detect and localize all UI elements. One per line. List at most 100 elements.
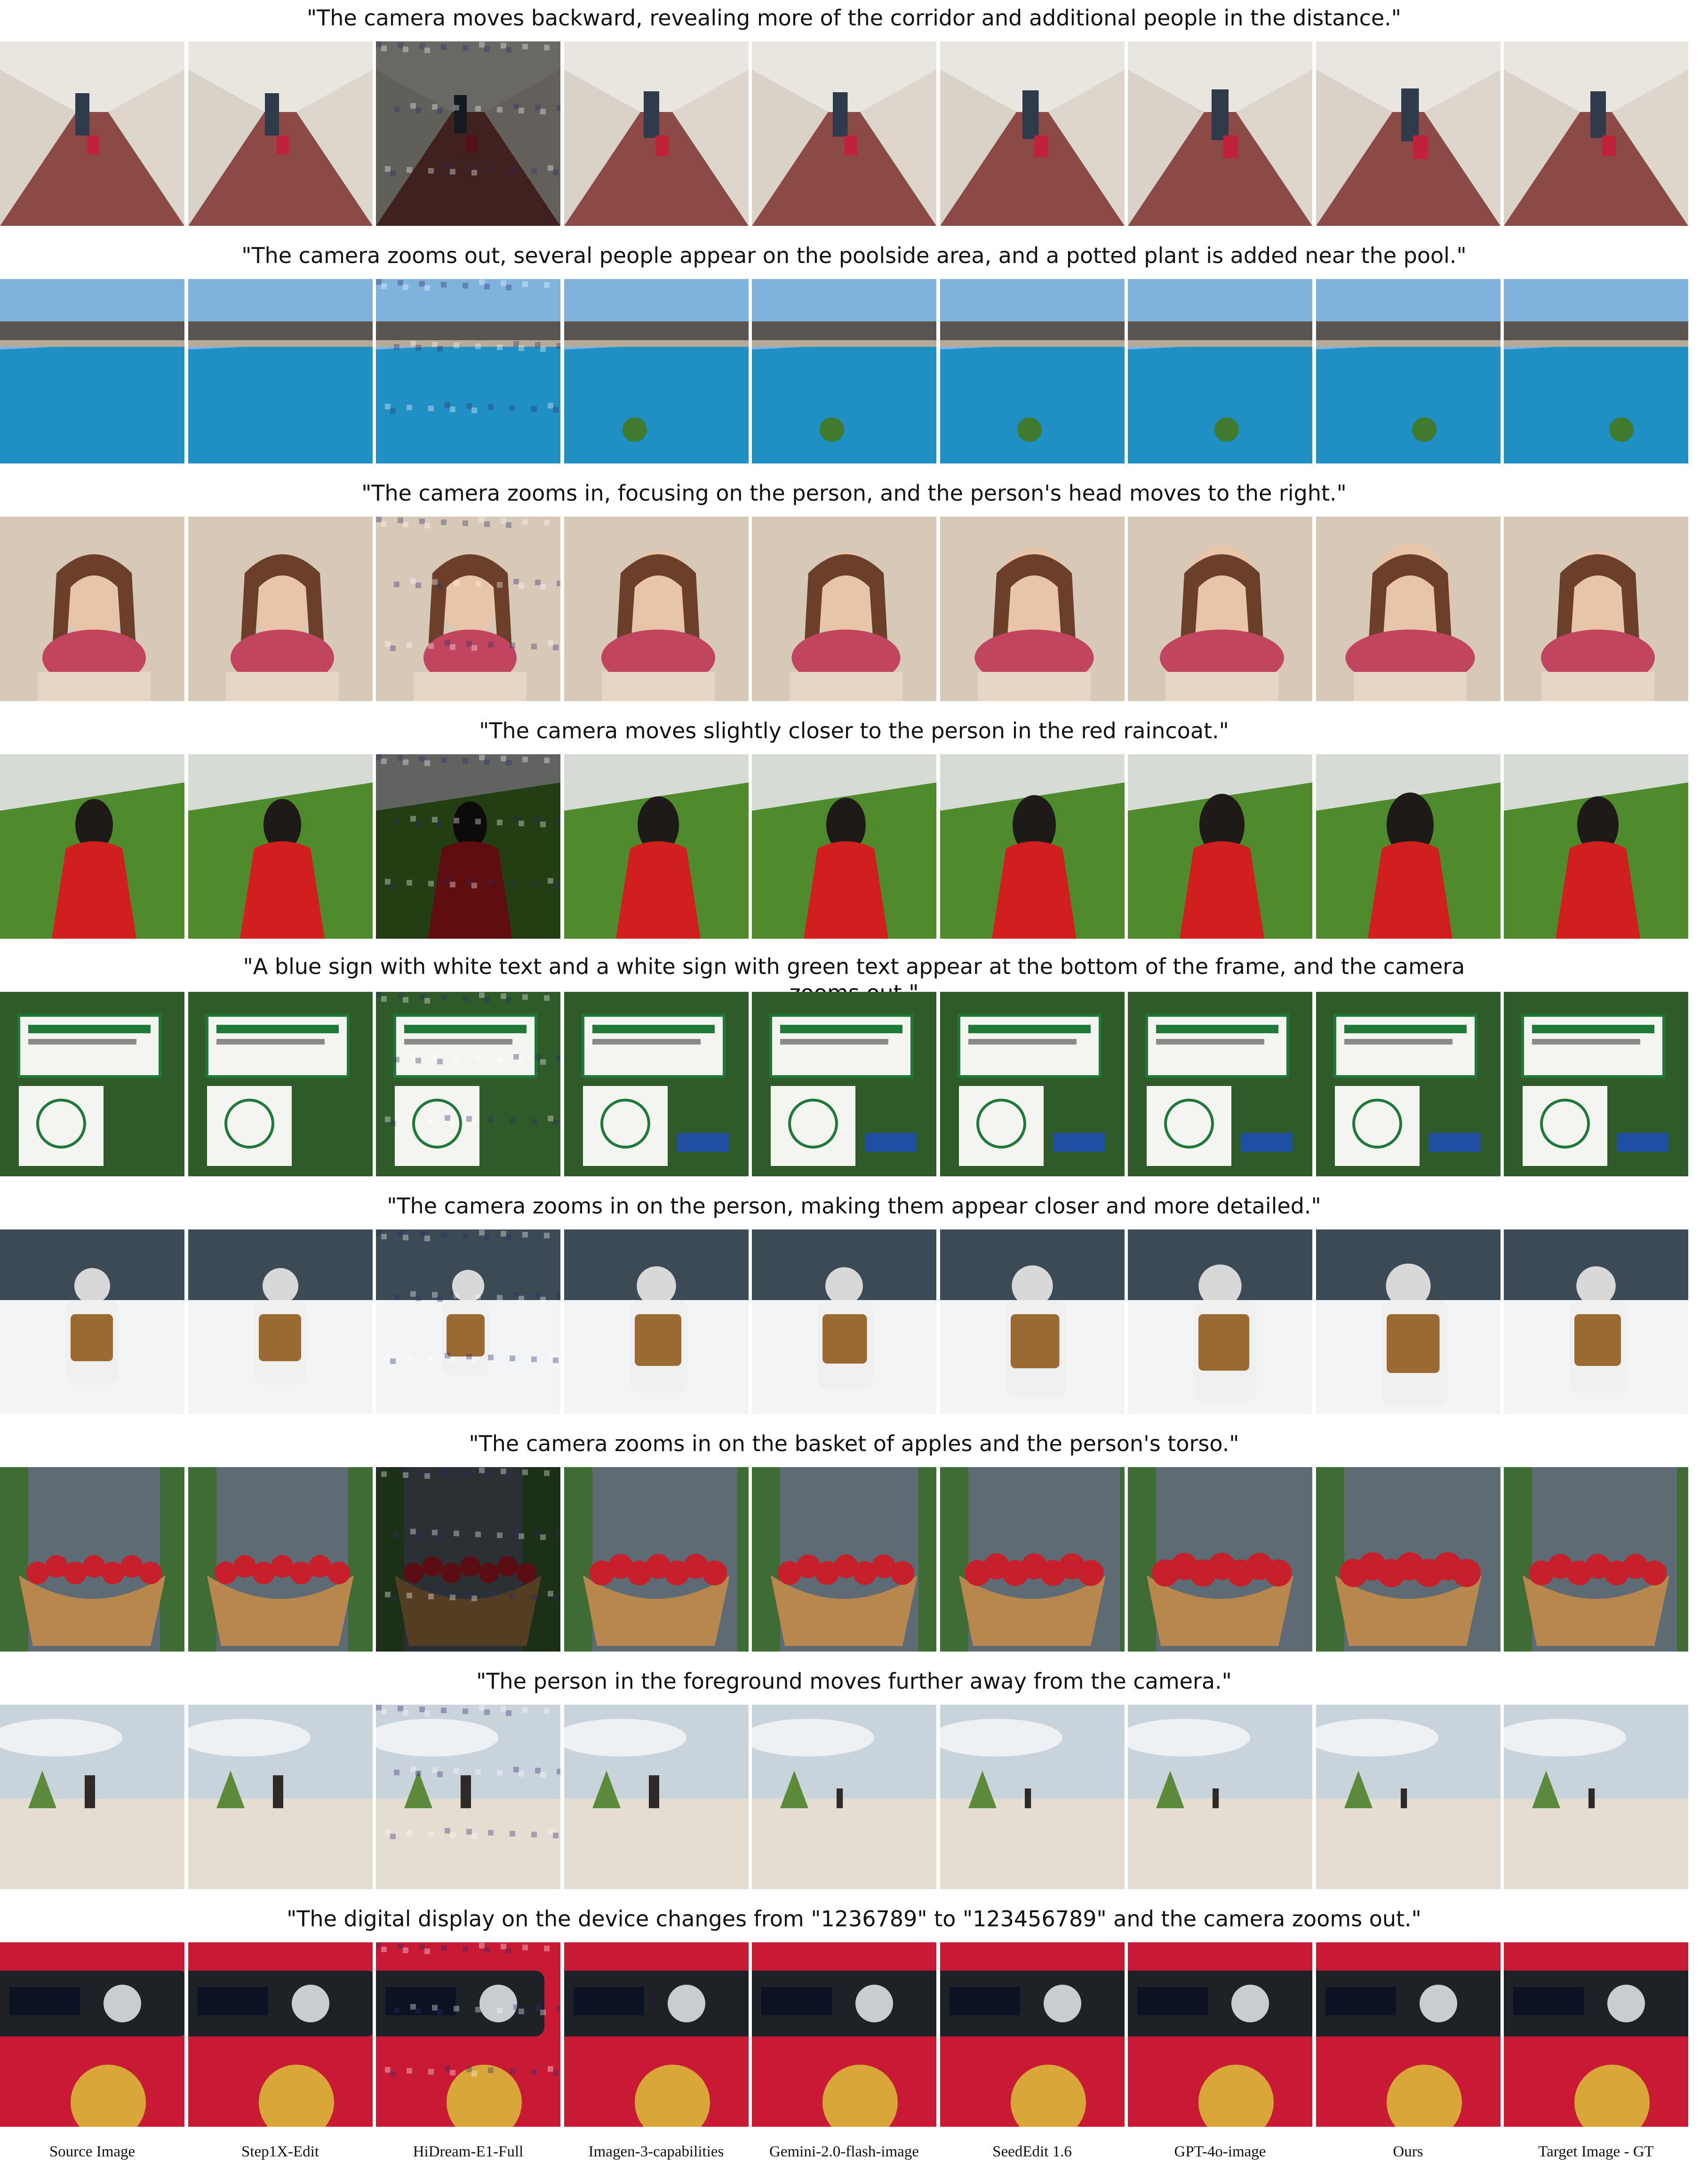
scene-thumbnail <box>1316 1229 1500 1414</box>
result-image <box>940 1229 1125 1414</box>
result-image <box>1128 754 1312 939</box>
row-caption: "The camera zooms in on the basket of ap… <box>469 1431 1239 1456</box>
result-image <box>1504 517 1688 701</box>
scene-thumbnail <box>940 1942 1125 2127</box>
scene-thumbnail <box>752 517 936 701</box>
scene-thumbnail <box>0 1229 184 1414</box>
scene-thumbnail <box>1316 1942 1500 2127</box>
row-caption: "The person in the foreground moves furt… <box>476 1668 1232 1694</box>
scene-thumbnail <box>1316 1467 1500 1652</box>
scene-thumbnail <box>188 1229 373 1414</box>
scene-thumbnail <box>1504 992 1688 1176</box>
result-image <box>188 1229 373 1414</box>
result-image <box>1316 517 1500 701</box>
scene-thumbnail <box>188 41 373 226</box>
result-image <box>1128 41 1312 226</box>
result-image <box>0 992 184 1176</box>
result-image <box>752 41 936 226</box>
method-label: Target Image - GT <box>1538 2143 1654 2160</box>
result-image <box>0 1705 184 1889</box>
scene-thumbnail <box>0 41 184 226</box>
result-image <box>0 517 184 701</box>
result-image <box>564 1467 749 1652</box>
result-image <box>188 41 373 226</box>
scene-thumbnail <box>1316 41 1500 226</box>
result-image <box>752 754 936 939</box>
result-image <box>1128 279 1312 463</box>
comparison-row: "The camera zooms in, focusing on the pe… <box>0 475 1708 712</box>
result-image <box>1504 754 1688 939</box>
row-caption: "The camera zooms in on the person, maki… <box>387 1193 1321 1219</box>
scene-thumbnail <box>1504 1705 1688 1889</box>
scene-thumbnail <box>1316 279 1500 463</box>
scene-thumbnail <box>188 754 373 939</box>
result-image <box>940 517 1125 701</box>
result-image <box>564 517 749 701</box>
scene-thumbnail <box>752 1705 936 1889</box>
scene-thumbnail <box>1128 992 1312 1176</box>
result-image <box>564 1705 749 1889</box>
result-image <box>0 41 184 226</box>
result-image <box>940 992 1125 1176</box>
comparison-row: "The camera zooms in on the person, maki… <box>0 1188 1708 1425</box>
scene-thumbnail <box>564 279 749 463</box>
scene-thumbnail <box>376 1229 560 1414</box>
scene-thumbnail <box>376 517 560 701</box>
result-image <box>1504 1942 1688 2127</box>
scene-thumbnail <box>0 517 184 701</box>
result-image <box>0 754 184 939</box>
scene-thumbnail <box>1504 517 1688 701</box>
method-label: SeedEdit 1.6 <box>992 2143 1072 2160</box>
result-image <box>1128 992 1312 1176</box>
scene-thumbnail <box>752 754 936 939</box>
result-image <box>376 1229 560 1414</box>
scene-thumbnail <box>1504 754 1688 939</box>
row-caption: "A blue sign with white text and a white… <box>243 954 1465 1006</box>
image-strip <box>0 754 1708 939</box>
result-image <box>376 41 560 226</box>
result-image <box>564 279 749 463</box>
result-image <box>1128 1229 1312 1414</box>
method-label: Imagen-3-capabilities <box>588 2143 724 2160</box>
scene-thumbnail <box>1504 1942 1688 2127</box>
comparison-row: "The person in the foreground moves furt… <box>0 1663 1708 1900</box>
scene-thumbnail <box>752 992 936 1176</box>
scene-thumbnail <box>752 1229 936 1414</box>
scene-thumbnail <box>752 279 936 463</box>
scene-thumbnail <box>1316 992 1500 1176</box>
scene-thumbnail <box>0 754 184 939</box>
image-strip <box>0 1705 1708 1889</box>
result-image <box>1504 1467 1688 1652</box>
result-image <box>1128 517 1312 701</box>
row-caption: "The digital display on the device chang… <box>287 1906 1421 1932</box>
scene-thumbnail <box>1504 1229 1688 1414</box>
row-caption: "The camera zooms in, focusing on the pe… <box>361 480 1347 506</box>
scene-thumbnail <box>0 992 184 1176</box>
result-image <box>1316 992 1500 1176</box>
method-labels: Source Image Step1X-Edit HiDream-E1-Full Im… <box>0 2140 1708 2168</box>
result-image <box>376 754 560 939</box>
scene-thumbnail <box>376 1942 560 2127</box>
result-image <box>1504 1229 1688 1414</box>
result-image <box>752 1705 936 1889</box>
scene-thumbnail <box>940 1229 1125 1414</box>
row-caption: "The camera moves backward, revealing mo… <box>307 5 1401 31</box>
result-image <box>940 41 1125 226</box>
result-image <box>1504 992 1688 1176</box>
scene-thumbnail <box>188 279 373 463</box>
scene-thumbnail <box>376 279 560 463</box>
result-image <box>564 754 749 939</box>
image-strip <box>0 1229 1708 1414</box>
scene-thumbnail <box>564 41 749 226</box>
scene-thumbnail <box>0 1942 184 2127</box>
scene-thumbnail <box>940 279 1125 463</box>
comparison-row: "The digital display on the device chang… <box>0 1901 1708 2138</box>
scene-thumbnail <box>564 1942 749 2127</box>
result-image <box>940 754 1125 939</box>
scene-thumbnail <box>1128 754 1312 939</box>
result-image <box>1316 754 1500 939</box>
scene-thumbnail <box>188 1467 373 1652</box>
result-image <box>1316 1467 1500 1652</box>
scene-thumbnail <box>752 1942 936 2127</box>
comparison-row: "A blue sign with white text and a white… <box>0 950 1708 1188</box>
